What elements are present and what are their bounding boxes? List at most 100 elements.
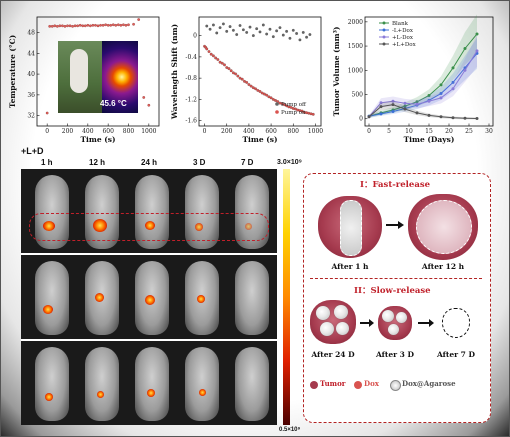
data-point	[403, 101, 407, 105]
legend-marker	[275, 110, 279, 114]
temperature-chart: 0 200 400 600 800 1000 32 36 40 44 48 Time (s) Tempe…	[8, 16, 160, 144]
data-point	[300, 109, 304, 113]
data-point	[415, 111, 419, 115]
data-point	[367, 115, 371, 119]
caption-after-1h: After 1 h	[331, 262, 369, 271]
mouse	[85, 175, 119, 249]
y-axis-label: Wavelength Shift (nm)	[170, 24, 179, 120]
dox-legend-icon	[354, 381, 362, 389]
data-point	[50, 24, 54, 28]
data-point	[86, 23, 90, 27]
time-label-24h: 24 h	[141, 158, 158, 167]
data-point	[89, 24, 92, 28]
data-point	[427, 93, 431, 97]
data-point	[256, 88, 260, 92]
x-tick-label: 0	[203, 128, 207, 135]
data-point	[45, 111, 49, 115]
data-point	[114, 23, 118, 27]
data-point	[61, 24, 64, 28]
data-point	[282, 103, 286, 107]
data-point	[225, 66, 229, 69]
dox-region	[416, 200, 472, 254]
data-point	[280, 102, 284, 106]
y-tick-label: 40	[27, 71, 35, 78]
series-line	[368, 50, 478, 118]
data-point	[216, 58, 220, 61]
data-point	[265, 32, 269, 36]
data-point	[267, 95, 271, 99]
time-label-12h: 12 h	[89, 158, 106, 167]
thermal-inset: 45.6 °C	[58, 41, 138, 113]
mouse	[185, 175, 219, 249]
data-point	[451, 116, 455, 120]
time-label-7d: 7 D	[241, 158, 254, 167]
y-tick-label: 1000	[348, 67, 363, 74]
mouse	[235, 347, 269, 421]
data-point	[391, 109, 395, 113]
y-tick-label: 44	[27, 50, 35, 57]
data-point	[415, 102, 419, 106]
data-point	[275, 29, 279, 33]
colorbar-max-label: 3.0×10⁹	[277, 159, 302, 166]
arrow-head	[369, 319, 374, 327]
plot-frame	[198, 16, 322, 127]
imaging-row-1	[21, 169, 277, 255]
dox-agarose-ball	[336, 322, 349, 335]
mouse	[135, 175, 169, 249]
data-point	[301, 31, 305, 34]
plot-frame	[36, 16, 160, 127]
data-point	[106, 23, 110, 27]
data-point	[231, 71, 235, 75]
data-point	[258, 90, 262, 93]
data-point	[274, 99, 277, 102]
mouse	[35, 261, 69, 335]
dox-agarose-ball	[382, 310, 394, 322]
data-point	[255, 27, 259, 31]
data-point	[379, 105, 383, 109]
data-point	[295, 32, 298, 35]
data-point	[403, 107, 407, 111]
data-point	[68, 24, 72, 28]
data-point	[78, 23, 82, 27]
arrow	[360, 322, 370, 324]
data-point	[427, 113, 431, 117]
fluorescence-spot	[147, 389, 155, 397]
x-tick-label: 200	[62, 128, 74, 135]
data-point	[227, 67, 231, 70]
data-point	[71, 24, 74, 28]
data-point	[124, 23, 128, 27]
fluorescence-spot	[197, 295, 205, 303]
y-tick-label: -0.8	[185, 75, 197, 82]
fluorescence-spot	[93, 219, 107, 232]
data-point	[439, 83, 443, 87]
data-point	[212, 54, 215, 58]
slow-release-title: II：Slow-release	[354, 286, 431, 296]
data-point	[228, 25, 232, 28]
y-axis-label: Temperature (°C)	[8, 35, 17, 108]
fluorescence-spot	[245, 223, 252, 230]
mouse	[235, 261, 269, 335]
dox-agarose-ball	[334, 305, 348, 319]
divider	[310, 278, 482, 279]
x-tick-label: 600	[265, 128, 277, 135]
data-point	[415, 100, 419, 104]
data-point	[271, 35, 275, 39]
arrow	[386, 224, 400, 226]
data-point	[391, 103, 395, 107]
x-axis-label: Time (Days)	[404, 135, 455, 144]
x-axis-label: Time (s)	[242, 135, 277, 144]
data-point	[451, 87, 455, 91]
data-point	[222, 22, 225, 26]
data-point	[245, 80, 249, 84]
data-point	[76, 24, 80, 28]
y-tick-label: 0	[193, 33, 197, 40]
mouse	[35, 347, 69, 421]
data-point	[475, 49, 479, 53]
data-point	[81, 24, 85, 28]
data-point	[281, 33, 285, 37]
caption-after-12h: After 12 h	[421, 262, 465, 271]
data-point	[463, 46, 467, 50]
data-point	[427, 99, 431, 103]
x-tick-label: 1000	[141, 128, 156, 135]
arrow-head	[429, 319, 434, 327]
